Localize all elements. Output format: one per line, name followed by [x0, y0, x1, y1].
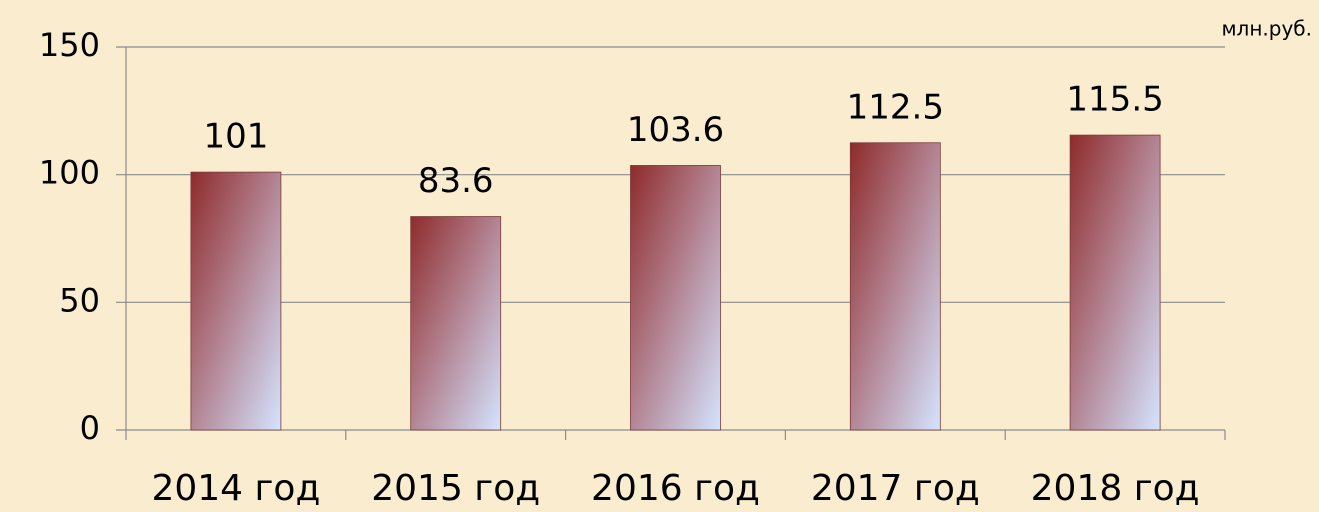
bar: [410, 216, 502, 431]
x-tick-label: 2016 год: [591, 468, 760, 509]
data-label: 112.5: [847, 87, 944, 127]
y-tick-label: 100: [39, 154, 100, 192]
data-label: 115.5: [1066, 80, 1163, 120]
x-tick-label: 2017 год: [811, 468, 980, 509]
bar: [849, 142, 941, 431]
unit-label: млн.руб.: [1221, 17, 1312, 41]
bar: [1069, 134, 1161, 431]
x-tick-label: 2015 год: [371, 468, 540, 509]
bar: [190, 171, 282, 431]
y-tick-label: 150: [39, 26, 100, 64]
x-tick-label: 2018 год: [1031, 468, 1200, 509]
bar: [630, 165, 721, 431]
data-label: 101: [203, 117, 268, 157]
y-tick-label: 0: [80, 409, 100, 447]
x-tick-label: 2014 год: [151, 468, 320, 509]
data-label: 103.6: [627, 110, 724, 150]
y-tick-label: 50: [59, 281, 100, 319]
data-label: 83.6: [418, 161, 494, 201]
